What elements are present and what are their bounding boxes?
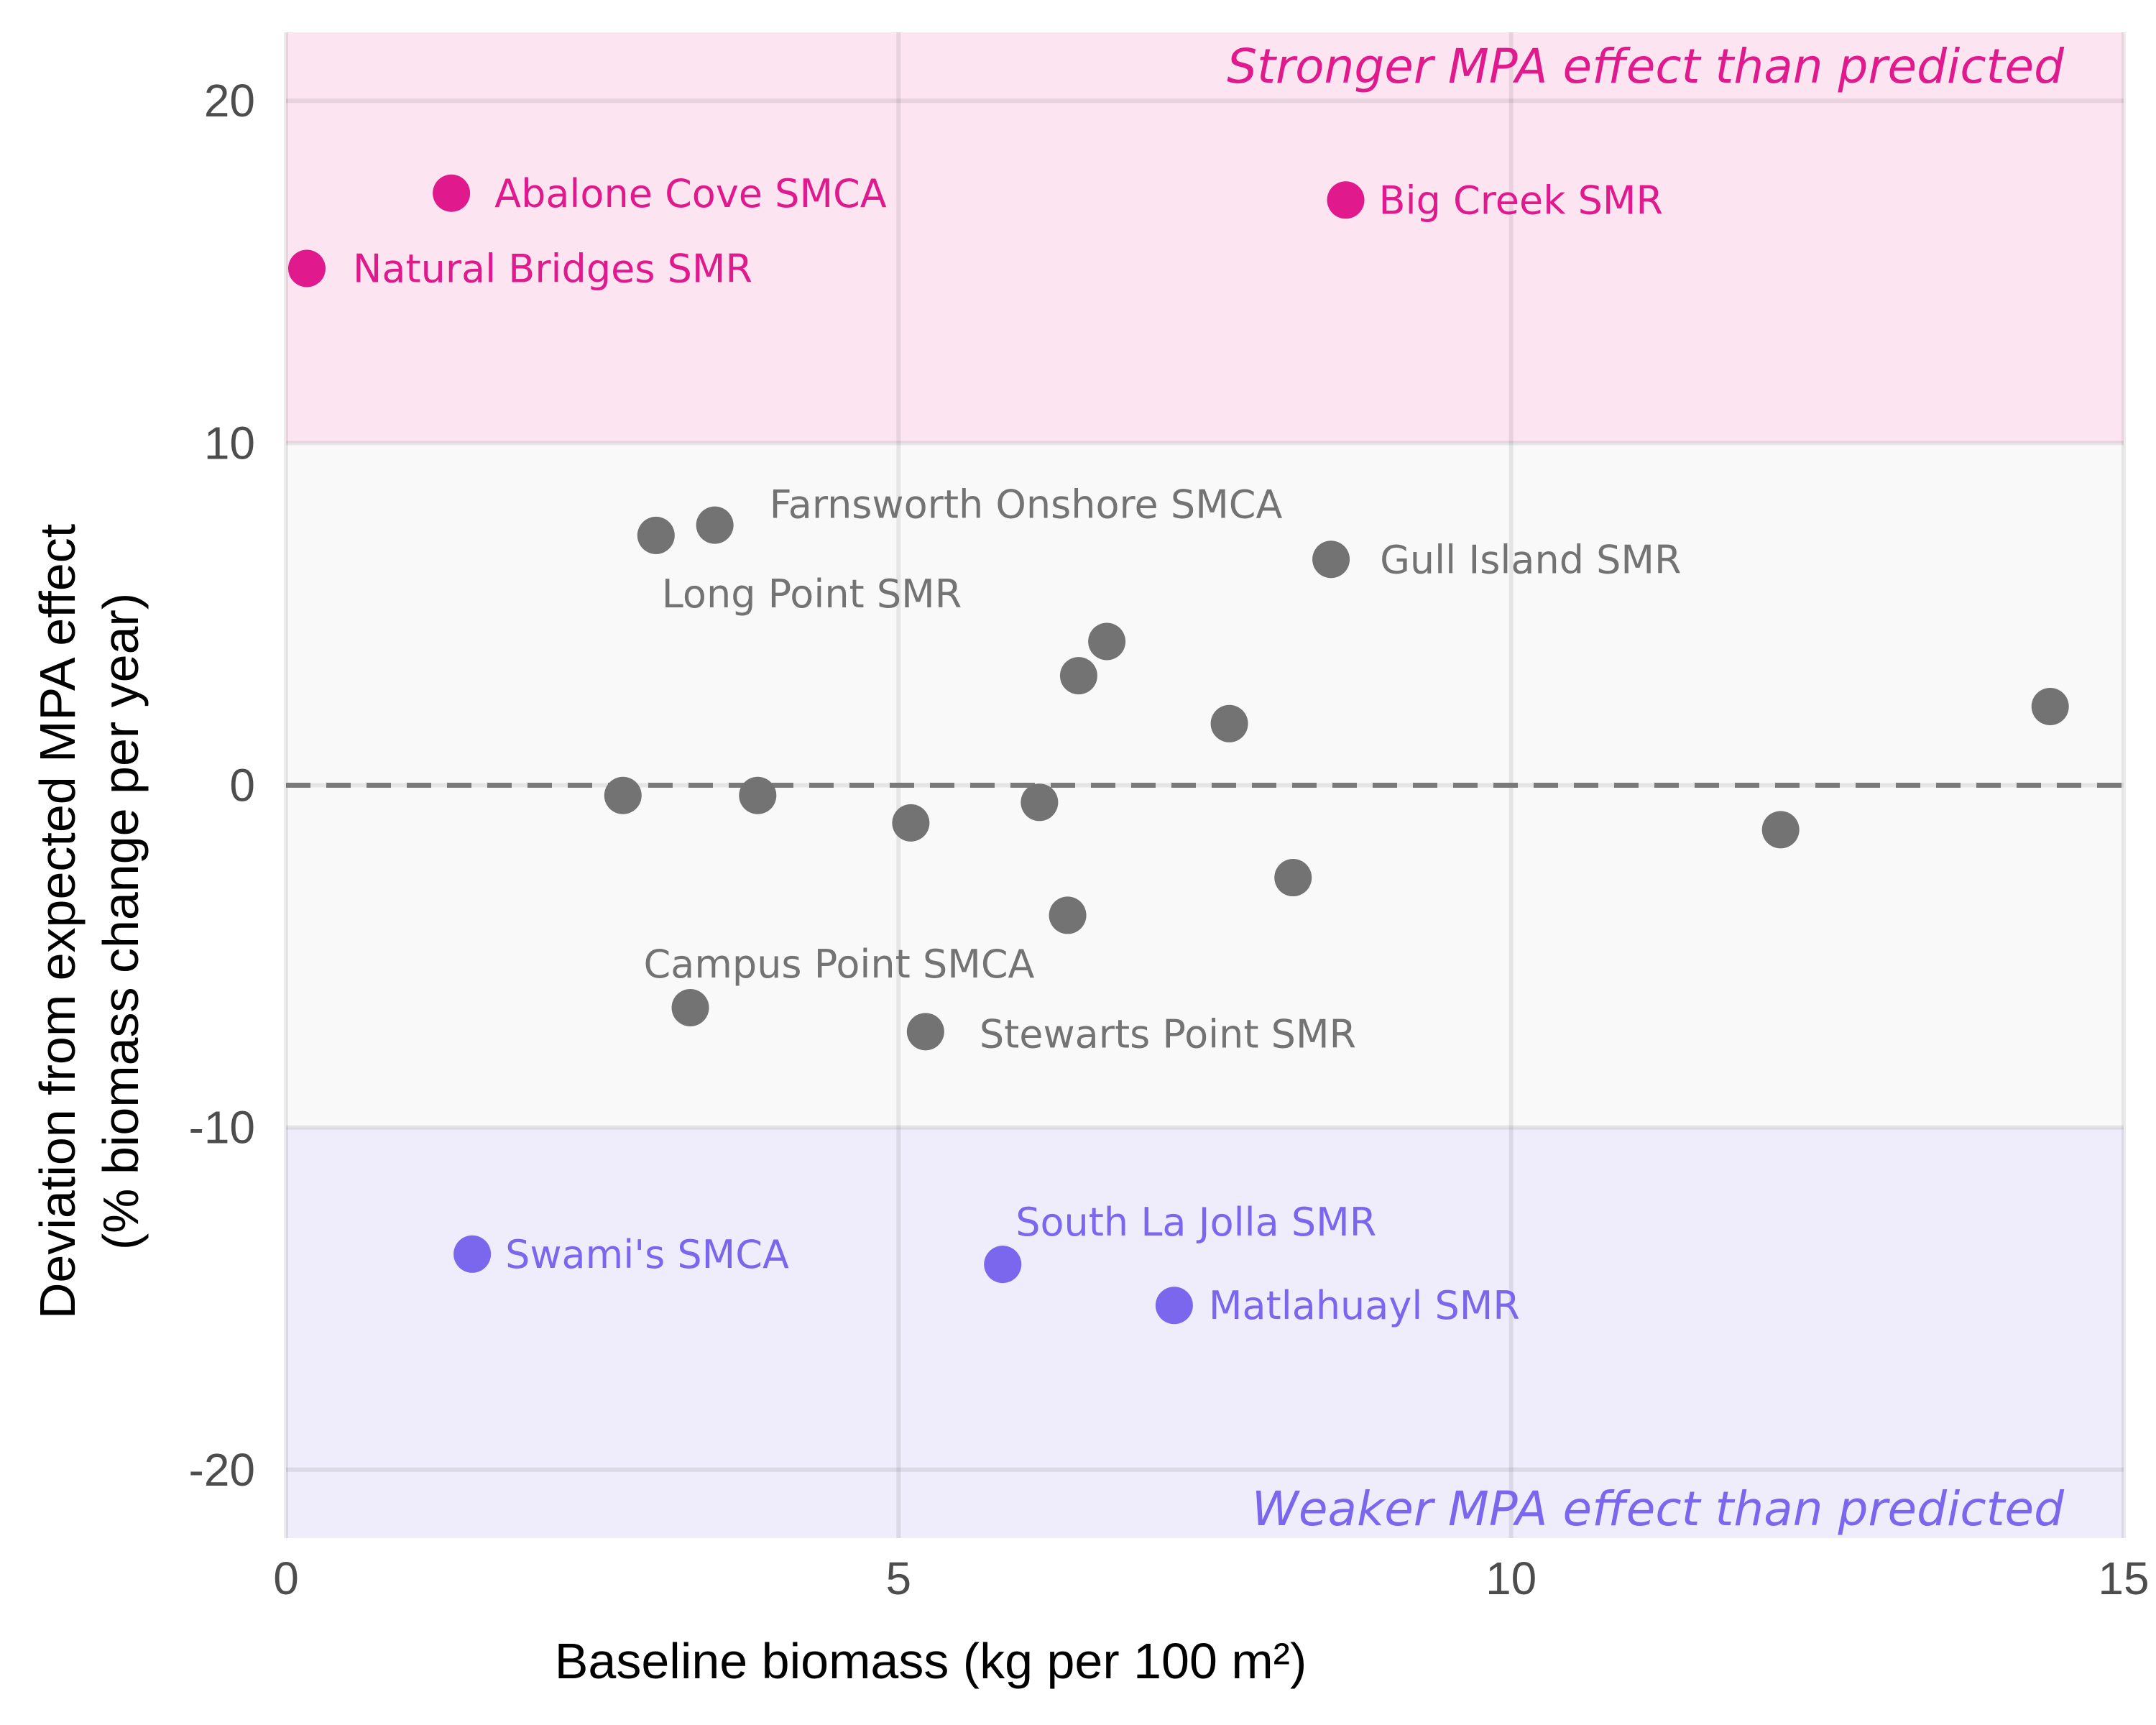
y-tick-label: 20 [204, 75, 255, 126]
point-labels: Natural Bridges SMR Abalone Cove SMCA Big … [353, 171, 1682, 1328]
point-neutral [671, 988, 709, 1026]
point-label: Natural Bridges SMR [353, 247, 752, 292]
point-label: Farnsworth Onshore SMCA [770, 482, 1283, 528]
point-neutral [696, 506, 734, 544]
point-neutral [906, 1013, 944, 1051]
weaker-annotation: Weaker MPA effect than predicted [1252, 1481, 2065, 1537]
y-tick-label: 0 [229, 760, 255, 811]
point-label: Campus Point SMCA [644, 942, 1035, 987]
y-tick-label: 10 [204, 417, 255, 469]
point-neutral [1312, 540, 1350, 579]
data-points [287, 174, 2069, 1325]
point-label: South La Jolla SMR [1015, 1200, 1376, 1245]
point-label: Big Creek SMR [1379, 178, 1663, 223]
point-label: Long Point SMR [662, 571, 962, 617]
point-weaker [453, 1235, 492, 1273]
point-weaker [1155, 1287, 1193, 1325]
y-tick-label: -10 [189, 1102, 256, 1154]
band-0 [286, 32, 2124, 443]
point-label: Matlahuayl SMR [1209, 1283, 1520, 1328]
point-label: Gull Island SMR [1380, 537, 1681, 582]
point-neutral [1049, 896, 1087, 934]
point-label: Swami's SMCA [505, 1232, 789, 1277]
point-neutral [1088, 622, 1126, 661]
x-tick-label: 5 [886, 1552, 912, 1604]
point-weaker [984, 1246, 1022, 1284]
x-tick-labels: 0 5 10 15 [273, 1552, 2149, 1604]
y-tick-labels: -20 -10 0 10 20 [189, 75, 256, 1496]
x-tick-label: 10 [1485, 1552, 1537, 1604]
y-tick-label: -20 [189, 1444, 256, 1496]
point-neutral [1274, 859, 1312, 897]
y-axis-title-line1: Deviation from expected MPA effect [29, 524, 86, 1319]
point-neutral [739, 776, 777, 814]
x-tick-label: 15 [2098, 1552, 2149, 1604]
point-neutral [604, 776, 642, 814]
grid-lines [284, 32, 2126, 1538]
point-neutral [892, 804, 930, 842]
point-label: Abalone Cove SMCA [494, 171, 887, 216]
stronger-annotation: Stronger MPA effect than predicted [1227, 39, 2065, 94]
point-neutral [1059, 657, 1097, 695]
x-axis-title: Baseline biomass (kg per 100 m²) [555, 1633, 1307, 1689]
band-2 [286, 1127, 2124, 1538]
band-annotations: Stronger MPA effect than predicted Weaker… [1227, 39, 2065, 1537]
point-neutral [1021, 783, 1059, 822]
point-neutral [637, 516, 675, 554]
point-stronger [433, 174, 471, 212]
point-neutral [1210, 704, 1248, 742]
point-neutral [2031, 687, 2069, 725]
y-axis-title-line2: (% biomass change per year) [93, 593, 149, 1250]
point-neutral [1761, 811, 1800, 849]
point-stronger [1327, 181, 1365, 219]
x-tick-label: 0 [273, 1552, 299, 1604]
point-stronger [287, 249, 326, 288]
point-label: Stewarts Point SMR [980, 1011, 1356, 1057]
